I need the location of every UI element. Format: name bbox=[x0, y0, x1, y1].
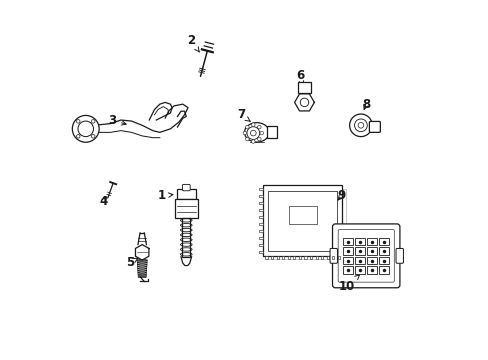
Bar bbox=[266, 189, 345, 259]
Bar bbox=[293, 256, 295, 259]
Circle shape bbox=[91, 120, 95, 123]
Bar bbox=[263, 185, 342, 256]
Bar bbox=[315, 256, 317, 259]
Bar bbox=[259, 216, 263, 218]
Bar bbox=[366, 238, 376, 246]
Bar bbox=[276, 256, 278, 259]
Bar bbox=[343, 247, 352, 255]
Circle shape bbox=[243, 131, 246, 135]
Bar bbox=[288, 207, 316, 224]
FancyBboxPatch shape bbox=[368, 121, 380, 132]
Bar bbox=[259, 223, 263, 225]
Bar bbox=[265, 256, 267, 259]
FancyBboxPatch shape bbox=[329, 248, 337, 263]
Bar bbox=[355, 238, 365, 246]
Circle shape bbox=[245, 137, 248, 141]
Bar bbox=[304, 256, 306, 259]
Circle shape bbox=[251, 123, 255, 126]
Text: 6: 6 bbox=[296, 69, 304, 86]
Circle shape bbox=[78, 121, 93, 136]
Circle shape bbox=[300, 98, 308, 107]
Bar bbox=[270, 256, 273, 259]
Bar bbox=[175, 198, 197, 218]
Text: 2: 2 bbox=[186, 34, 199, 52]
Bar bbox=[266, 126, 276, 138]
Bar bbox=[298, 256, 301, 259]
Bar bbox=[379, 247, 388, 255]
Bar bbox=[326, 256, 328, 259]
Text: 9: 9 bbox=[337, 189, 345, 202]
Bar bbox=[321, 256, 323, 259]
Circle shape bbox=[257, 125, 261, 129]
Bar bbox=[355, 257, 365, 265]
Bar bbox=[366, 247, 376, 255]
Bar bbox=[176, 189, 196, 198]
Bar bbox=[366, 266, 376, 274]
Text: 3: 3 bbox=[108, 113, 126, 126]
Circle shape bbox=[357, 122, 363, 128]
FancyBboxPatch shape bbox=[182, 184, 190, 191]
Bar bbox=[379, 238, 388, 246]
Text: 10: 10 bbox=[338, 275, 359, 293]
Bar bbox=[331, 256, 334, 259]
Circle shape bbox=[245, 125, 248, 129]
Circle shape bbox=[91, 135, 95, 138]
FancyBboxPatch shape bbox=[338, 230, 393, 282]
Circle shape bbox=[349, 114, 371, 136]
Bar bbox=[259, 251, 263, 253]
Bar bbox=[343, 238, 352, 246]
Bar bbox=[268, 190, 336, 251]
Bar bbox=[259, 195, 263, 197]
Circle shape bbox=[251, 140, 255, 143]
Text: 1: 1 bbox=[157, 189, 173, 202]
Polygon shape bbox=[294, 94, 314, 111]
Bar bbox=[287, 256, 289, 259]
Bar bbox=[343, 257, 352, 265]
Bar bbox=[337, 256, 339, 259]
FancyBboxPatch shape bbox=[332, 224, 399, 288]
Bar bbox=[355, 247, 365, 255]
Text: 5: 5 bbox=[125, 256, 138, 269]
Text: 7: 7 bbox=[236, 108, 250, 121]
Ellipse shape bbox=[244, 123, 269, 142]
Bar bbox=[355, 266, 365, 274]
Bar bbox=[182, 218, 190, 257]
Bar bbox=[366, 257, 376, 265]
Circle shape bbox=[260, 131, 263, 135]
Circle shape bbox=[76, 135, 80, 138]
Bar bbox=[259, 209, 263, 211]
Circle shape bbox=[76, 120, 80, 123]
Circle shape bbox=[246, 127, 259, 139]
Circle shape bbox=[72, 116, 99, 142]
Circle shape bbox=[354, 119, 366, 132]
Bar bbox=[309, 256, 311, 259]
Text: 8: 8 bbox=[361, 98, 369, 111]
Circle shape bbox=[250, 130, 256, 136]
Bar bbox=[343, 266, 352, 274]
Bar bbox=[259, 244, 263, 246]
Bar bbox=[297, 82, 310, 93]
Circle shape bbox=[257, 137, 261, 141]
Bar bbox=[259, 237, 263, 239]
FancyBboxPatch shape bbox=[395, 248, 403, 263]
Bar bbox=[259, 202, 263, 204]
Bar bbox=[379, 266, 388, 274]
Bar bbox=[282, 256, 284, 259]
Text: 4: 4 bbox=[99, 195, 107, 208]
Bar bbox=[259, 230, 263, 232]
Bar bbox=[259, 188, 263, 190]
Bar bbox=[379, 257, 388, 265]
